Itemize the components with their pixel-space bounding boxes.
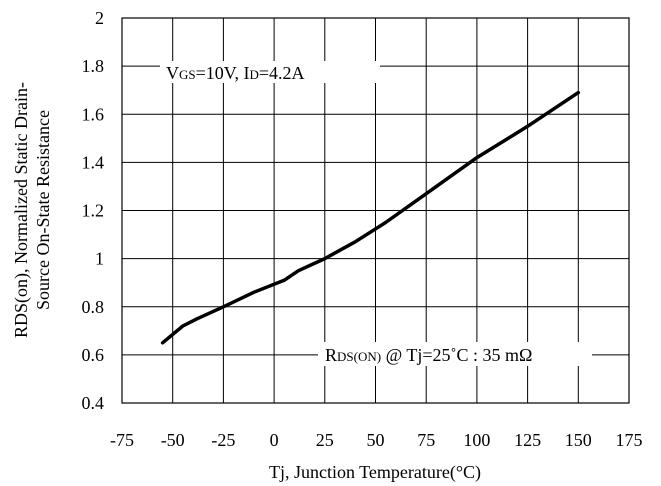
conditions-annotation: VGS=10V, ID=4.2A [166,63,305,83]
conditions-i-sub: D [249,67,258,82]
x-tick-label: 100 [463,430,490,450]
conditions-mid: =10V, I [196,63,250,83]
y-axis-title-line-1: RDS(on), Normalized Static Drain- [11,82,32,338]
reference-r: R [325,345,337,365]
x-tick-label: 75 [417,430,435,450]
y-tick-label: 1.8 [82,56,105,76]
x-tick-label: -50 [161,430,185,450]
conditions-v: V [166,63,179,83]
conditions-v-sub: GS [179,67,196,82]
x-tick-label: -25 [211,430,235,450]
y-tick-label: 0.8 [82,297,105,317]
y-tick-label: 1 [95,249,104,269]
x-tick-label: 0 [270,430,279,450]
x-tick-label: 150 [565,430,592,450]
x-tick-label: 25 [316,430,334,450]
reference-r-sub: DS(ON) [337,349,381,364]
series-line [160,90,581,345]
x-tick-label: 50 [367,430,385,450]
reference-annotation: RDS(ON) @ Tj=25˚C : 35 mΩ [325,345,532,365]
x-tick-labels: -75 -50 -25 0 25 50 75 100 125 150 175 [110,430,643,450]
y-tick-label: 1.6 [82,104,105,124]
y-tick-label: 0.6 [82,345,105,365]
x-axis-title: Tj, Junction Temperature(°C) [269,462,481,483]
reference-rest: @ Tj=25˚C : 35 mΩ [381,345,532,365]
conditions-annotation-background [160,61,380,83]
series-layer [160,90,581,345]
conditions-end: =4.2A [259,63,305,83]
y-tick-label: 1.4 [82,152,105,172]
y-tick-label: 0.4 [82,393,105,413]
x-tick-label: 175 [616,430,643,450]
plot-frame [121,17,630,404]
x-tick-label: -75 [110,430,134,450]
reference-annotation-background [318,342,592,366]
y-tick-label: 2 [95,8,104,28]
y-axis-title-line-2: Source On-State Resistance [33,110,53,310]
x-tick-label: 125 [514,430,541,450]
y-tick-label: 1.2 [82,201,105,221]
y-tick-labels: 0.4 0.6 0.8 1 1.2 1.4 1.6 1.8 2 [82,8,105,413]
